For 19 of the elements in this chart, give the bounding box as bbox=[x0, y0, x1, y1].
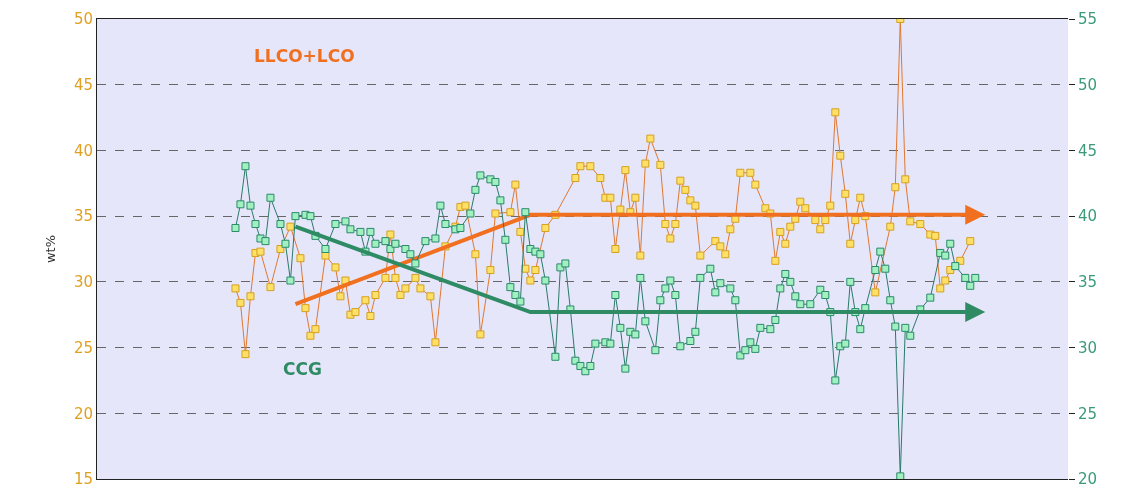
y2-tick-label: 20 bbox=[1078, 470, 1098, 489]
y-axis-title: wt% bbox=[42, 234, 58, 264]
y-tick-label: 35 bbox=[73, 207, 93, 226]
y-tick-label: 25 bbox=[73, 338, 93, 357]
y2-tick-label: 35 bbox=[1078, 273, 1098, 292]
y2-tick-label: 40 bbox=[1078, 207, 1098, 226]
y2-tick-label: 30 bbox=[1078, 338, 1098, 357]
y2-tick-label: 50 bbox=[1078, 75, 1098, 94]
y-tick-label: 20 bbox=[73, 404, 93, 423]
annotation: CCG bbox=[283, 359, 322, 379]
y-tick-label: 40 bbox=[73, 141, 93, 160]
annotation: LLCO+LCO bbox=[254, 46, 355, 66]
y-tick-label: 45 bbox=[73, 75, 93, 94]
y-tick-label: 15 bbox=[73, 470, 93, 489]
y2-tick-label: 45 bbox=[1078, 141, 1098, 160]
y2-tick-label: 55 bbox=[1078, 10, 1098, 29]
y2-tick-label: 25 bbox=[1078, 404, 1098, 423]
y-tick-label: 30 bbox=[73, 273, 93, 292]
y-tick-label: 50 bbox=[73, 10, 93, 29]
